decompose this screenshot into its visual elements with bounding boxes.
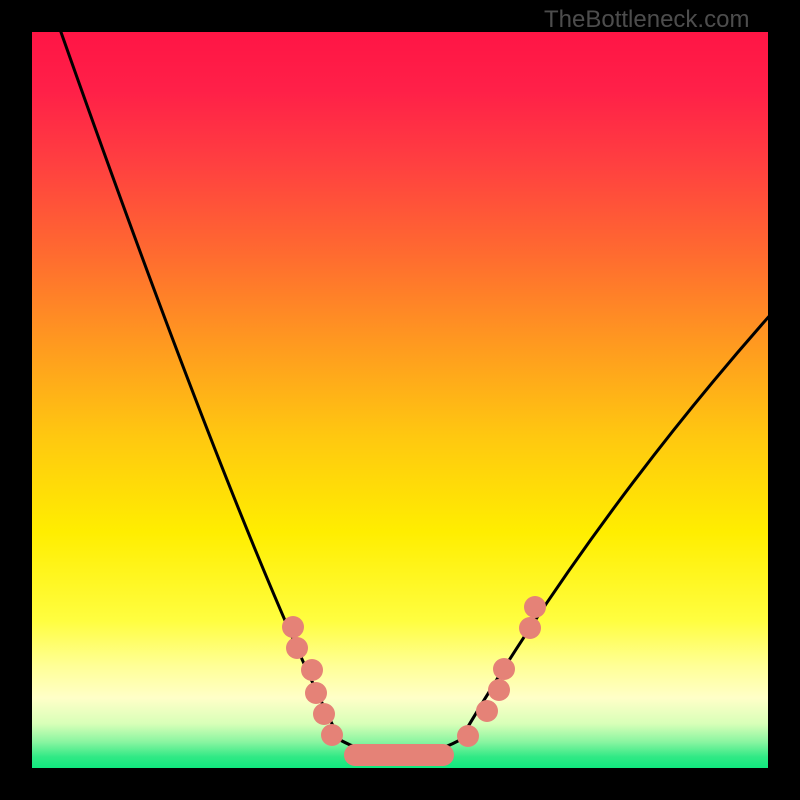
marker-pill: [344, 744, 454, 766]
marker-dot-right: [519, 617, 541, 639]
marker-dot-right: [476, 700, 498, 722]
chart-background: [32, 32, 768, 768]
marker-dot-left: [301, 659, 323, 681]
marker-dot-left: [321, 724, 343, 746]
marker-dot-left: [286, 637, 308, 659]
marker-dot-left: [313, 703, 335, 725]
marker-dot-left: [282, 616, 304, 638]
chart-root: TheBottleneck.com: [0, 0, 800, 800]
marker-dot-left: [305, 682, 327, 704]
marker-dot-right: [524, 596, 546, 618]
marker-dot-right: [488, 679, 510, 701]
chart-svg: [0, 0, 800, 800]
watermark-text: TheBottleneck.com: [544, 6, 749, 34]
marker-dot-right: [457, 725, 479, 747]
marker-dot-right: [493, 658, 515, 680]
